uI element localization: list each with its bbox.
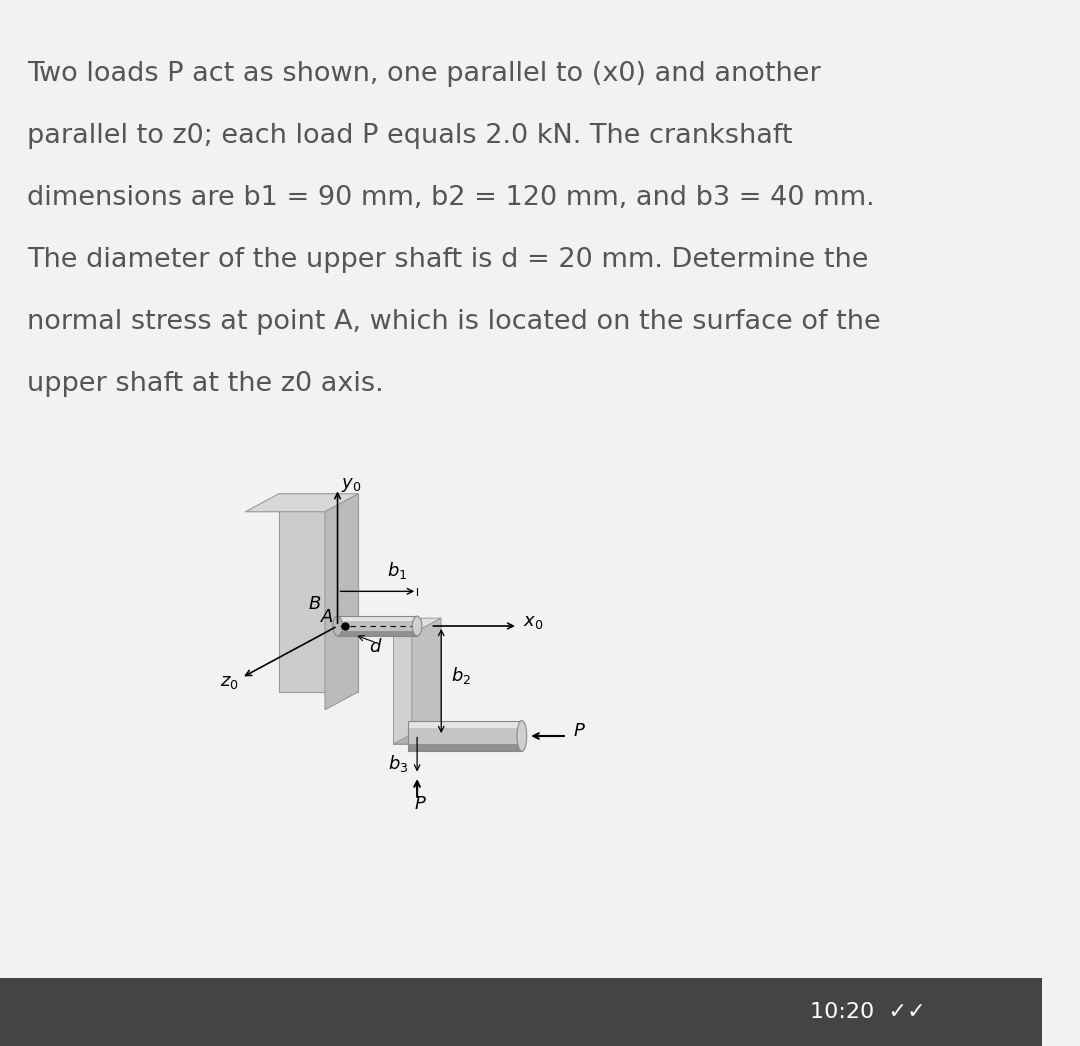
Polygon shape [393,728,441,744]
Text: $b_1$: $b_1$ [387,561,407,582]
Bar [0,978,1041,1046]
Text: 10:20  ✓✓: 10:20 ✓✓ [810,1002,926,1022]
Polygon shape [411,618,441,744]
Text: normal stress at point A, which is located on the surface of the: normal stress at point A, which is locat… [27,309,881,335]
Text: $b_2$: $b_2$ [450,665,471,686]
Polygon shape [338,616,417,621]
Polygon shape [325,494,359,710]
Text: $z_0$: $z_0$ [220,673,239,690]
Text: B: B [309,595,321,613]
Text: A: A [322,608,334,626]
Polygon shape [279,494,359,691]
Text: dimensions are b1 = 90 mm, b2 = 120 mm, and b3 = 40 mm.: dimensions are b1 = 90 mm, b2 = 120 mm, … [27,185,875,211]
Text: Two loads P act as shown, one parallel to (x0) and another: Two loads P act as shown, one parallel t… [27,61,821,87]
Text: upper shaft at the z0 axis.: upper shaft at the z0 axis. [27,371,383,397]
Text: The diameter of the upper shaft is d = 20 mm. Determine the: The diameter of the upper shaft is d = 2… [27,247,868,273]
Polygon shape [393,618,441,634]
Polygon shape [408,728,522,751]
Polygon shape [245,494,359,511]
Text: $x_0$: $x_0$ [523,613,543,631]
Ellipse shape [517,721,527,751]
Ellipse shape [333,616,342,636]
Text: P: P [573,722,584,740]
Polygon shape [408,744,522,751]
Text: $y_0$: $y_0$ [341,477,362,495]
Text: parallel to z0; each load P equals 2.0 kN. The crankshaft: parallel to z0; each load P equals 2.0 k… [27,123,793,149]
Polygon shape [338,631,417,636]
Polygon shape [408,721,522,728]
Text: $b_3$: $b_3$ [388,753,408,774]
Polygon shape [338,621,417,636]
Text: P: P [415,795,426,813]
Ellipse shape [413,616,422,636]
Text: $d$: $d$ [369,638,382,656]
Polygon shape [393,634,411,744]
